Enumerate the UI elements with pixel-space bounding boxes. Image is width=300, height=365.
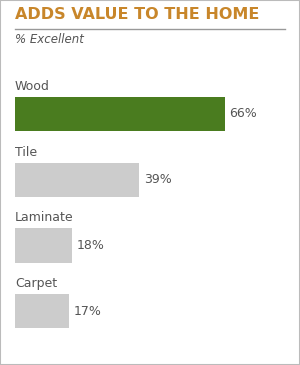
- Text: Laminate: Laminate: [15, 211, 74, 224]
- Bar: [15, 228, 72, 262]
- Text: 18%: 18%: [77, 239, 105, 252]
- Text: ADDS VALUE TO THE HOME: ADDS VALUE TO THE HOME: [15, 7, 260, 22]
- Text: 17%: 17%: [74, 305, 102, 318]
- Text: Tile: Tile: [15, 146, 37, 159]
- Text: Wood: Wood: [15, 80, 50, 93]
- Text: 66%: 66%: [230, 107, 257, 120]
- Bar: [15, 97, 225, 131]
- Text: 39%: 39%: [144, 173, 171, 186]
- Bar: [15, 163, 139, 197]
- Text: Carpet: Carpet: [15, 277, 57, 290]
- Bar: [15, 294, 69, 328]
- Text: % Excellent: % Excellent: [15, 33, 84, 46]
